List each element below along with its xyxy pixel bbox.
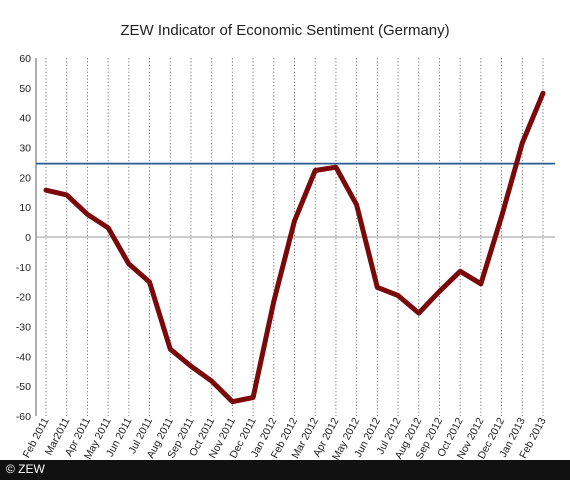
y-tick-label: -30 bbox=[16, 322, 31, 334]
y-tick-label: 60 bbox=[19, 53, 31, 65]
copyright-text: © ZEW bbox=[6, 462, 45, 476]
data-point bbox=[356, 204, 358, 206]
data-point bbox=[231, 401, 233, 403]
y-axis-ticks: -60 -50 -40 -30 -20 -10 0 10 20 30 40 50 60 bbox=[16, 53, 31, 423]
data-point bbox=[418, 312, 420, 314]
data-point bbox=[294, 220, 295, 222]
data-point bbox=[459, 270, 461, 272]
data-point bbox=[521, 142, 523, 144]
data-point bbox=[190, 365, 192, 367]
y-tick-label: 20 bbox=[19, 172, 31, 184]
data-point bbox=[149, 281, 151, 283]
grid-layer bbox=[35, 58, 555, 416]
y-tick-label: -50 bbox=[16, 381, 31, 393]
data-point bbox=[501, 215, 503, 217]
data-point bbox=[128, 263, 130, 265]
data-point bbox=[397, 294, 399, 296]
data-point bbox=[169, 348, 171, 350]
data-point bbox=[45, 189, 47, 191]
data-point bbox=[542, 92, 544, 94]
y-tick-label: -40 bbox=[16, 351, 31, 363]
y-tick-label: -20 bbox=[16, 292, 31, 304]
data-point bbox=[66, 194, 68, 196]
chart-title: ZEW Indicator of Economic Sentiment (Ger… bbox=[120, 22, 450, 39]
data-point bbox=[314, 169, 316, 171]
y-tick-label: 0 bbox=[25, 232, 31, 244]
y-tick-label: 50 bbox=[19, 83, 31, 95]
data-point bbox=[252, 397, 254, 399]
data-point bbox=[86, 213, 88, 215]
series-layer bbox=[43, 90, 546, 405]
y-tick-label: -60 bbox=[16, 411, 31, 423]
data-point bbox=[335, 166, 337, 168]
y-tick-label: -10 bbox=[16, 262, 31, 274]
data-point bbox=[438, 290, 440, 292]
data-point bbox=[480, 283, 482, 285]
data-point bbox=[376, 286, 378, 288]
data-point bbox=[273, 300, 275, 302]
data-point bbox=[107, 227, 109, 229]
footer-bar: © ZEW bbox=[0, 460, 570, 480]
data-point bbox=[211, 380, 213, 382]
y-tick-label: 10 bbox=[19, 202, 31, 214]
series-line bbox=[43, 90, 546, 405]
line-chart: -60 -50 -40 -30 -20 -10 0 10 20 30 40 50 60 Feb 2011… bbox=[16, 53, 555, 460]
y-tick-label: 30 bbox=[19, 143, 31, 155]
y-tick-label: 40 bbox=[19, 113, 31, 125]
